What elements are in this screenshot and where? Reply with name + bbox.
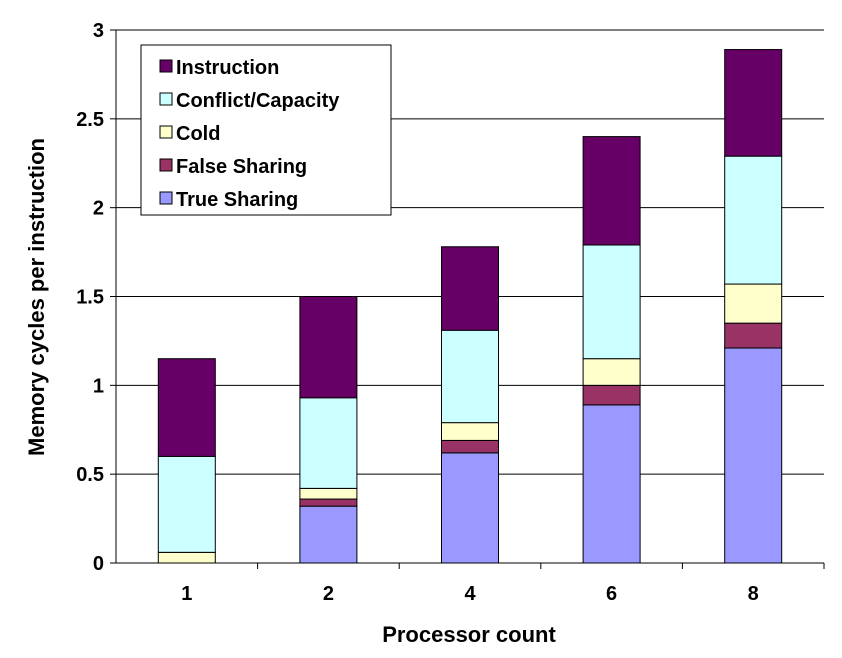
legend-label: False Sharing xyxy=(176,156,307,178)
x-tick-label: 8 xyxy=(748,583,759,605)
bar-segment-cold xyxy=(157,551,216,564)
bar-segment-instruction xyxy=(157,358,216,457)
bar-segment-conflict-capacity xyxy=(441,329,499,424)
legend: Instruction Conflict/Capacity Cold False Sh… xyxy=(140,44,392,216)
legend-label: True Sharing xyxy=(176,189,298,211)
bar-segment-true-sharing xyxy=(299,505,358,564)
bar-segment-conflict-capacity xyxy=(582,244,641,360)
bar-segment-instruction xyxy=(441,246,499,331)
legend-box xyxy=(140,44,392,216)
legend-label: Instruction xyxy=(176,57,279,79)
x-tick-label: 2 xyxy=(323,583,334,605)
y-tick-label: 0 xyxy=(93,553,104,575)
y-tick-label: 3 xyxy=(93,20,104,42)
bar-segment-true-sharing xyxy=(724,347,783,564)
legend-label: Conflict/Capacity xyxy=(176,90,340,112)
y-tick-label: 2.5 xyxy=(76,109,104,131)
y-tick-label: 1.5 xyxy=(76,287,104,309)
bar-segment-false-sharing xyxy=(441,439,499,454)
bar-segment-cold xyxy=(441,422,499,441)
bar-segment-conflict-capacity xyxy=(299,397,358,489)
y-tick-label: 0.5 xyxy=(76,464,104,486)
bar-segment-instruction xyxy=(724,49,783,157)
x-axis-title: Processor count xyxy=(382,622,556,647)
bars xyxy=(157,49,783,564)
y-axis-title: Memory cycles per instruction xyxy=(24,138,49,456)
bar-segment-true-sharing xyxy=(582,404,641,564)
bar-segment-cold xyxy=(724,283,783,324)
bar-segment-conflict-capacity xyxy=(157,455,216,553)
legend-swatch xyxy=(159,125,173,139)
y-tick-label: 1 xyxy=(93,375,104,397)
legend-swatch xyxy=(159,158,173,172)
bar-segment-false-sharing xyxy=(582,384,641,406)
bar-segment-cold xyxy=(299,487,358,500)
legend-swatch xyxy=(159,59,173,73)
y-tick-label: 2 xyxy=(93,198,104,220)
x-tick-label: 4 xyxy=(464,583,476,605)
legend-label: Cold xyxy=(176,123,220,145)
x-tick-label: 6 xyxy=(606,583,617,605)
bar-segment-instruction xyxy=(299,296,358,399)
bar-segment-false-sharing xyxy=(299,498,358,507)
bar-segment-conflict-capacity xyxy=(724,155,783,285)
bar-segment-true-sharing xyxy=(441,452,499,564)
legend-swatch xyxy=(159,92,173,106)
bar-segment-false-sharing xyxy=(724,322,783,349)
legend-swatch xyxy=(159,191,173,205)
axes: 0 0.5 1 1.5 2 2.5 3 1 2 4 6 8 xyxy=(76,20,825,605)
bar-segment-cold xyxy=(582,358,641,386)
x-tick-label: 1 xyxy=(181,583,192,605)
bar-segment-instruction xyxy=(582,136,641,246)
